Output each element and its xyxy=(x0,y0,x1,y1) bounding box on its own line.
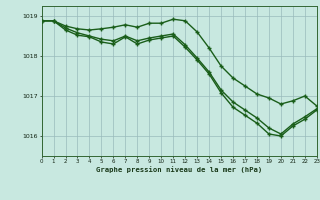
X-axis label: Graphe pression niveau de la mer (hPa): Graphe pression niveau de la mer (hPa) xyxy=(96,167,262,173)
